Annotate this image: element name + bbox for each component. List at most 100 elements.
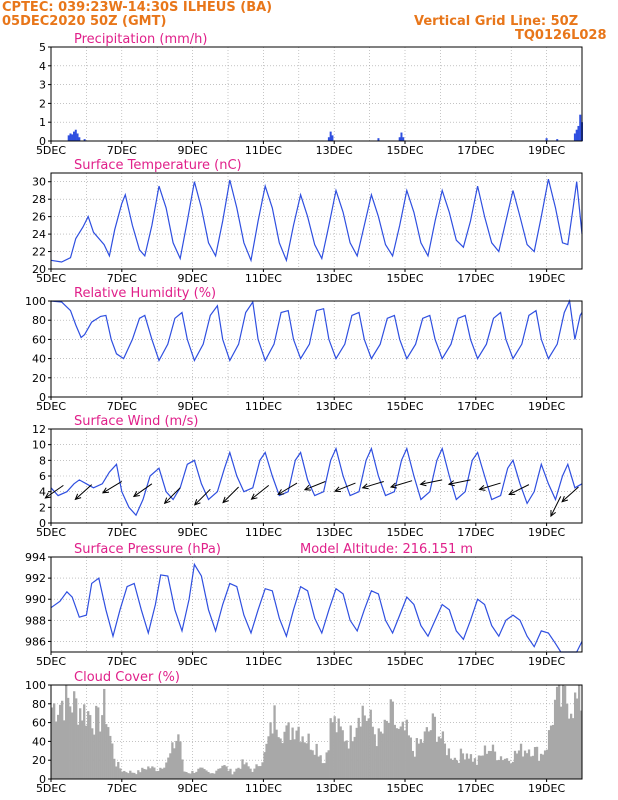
- x-tick-label: 17DEC: [457, 526, 494, 539]
- y-tick-label: 30: [32, 176, 46, 189]
- cloud-bar: [117, 761, 120, 779]
- y-tick-label: 20: [32, 754, 46, 767]
- wind-arrowhead: [389, 482, 398, 489]
- y-tick-label: 40: [32, 735, 46, 748]
- cloud-bar: [491, 744, 495, 779]
- y-tick-label: 0: [39, 391, 46, 404]
- cloud-bar: [63, 720, 66, 779]
- wind-vector: [133, 483, 153, 497]
- cloud-bar: [555, 686, 559, 779]
- cloud-bar: [501, 760, 505, 779]
- cloud-bar: [387, 722, 390, 779]
- cloud-bar: [435, 741, 439, 779]
- precip-bar: [400, 132, 403, 141]
- cloud-bar: [65, 685, 68, 779]
- cloud-bar: [423, 731, 427, 779]
- wind-arrowhead: [74, 493, 82, 501]
- cloud-bar: [263, 752, 266, 779]
- cloud-bar: [385, 720, 388, 779]
- x-tick-label: 13DEC: [316, 272, 353, 285]
- cloud-bar: [551, 724, 555, 779]
- x-tick-label: 13DEC: [316, 144, 353, 157]
- cloud-bar: [83, 704, 86, 779]
- cloud-bar: [507, 760, 511, 779]
- cloud-bar: [127, 773, 130, 779]
- cloud-bar: [159, 767, 162, 779]
- cloud-bar: [547, 730, 551, 779]
- precip-bar: [402, 137, 405, 141]
- cloud-bar: [193, 773, 196, 779]
- cloud-bar: [203, 769, 206, 779]
- wind-vector: [448, 479, 471, 485]
- cloud-bar: [211, 773, 214, 779]
- x-tick-label: 9DEC: [178, 655, 208, 668]
- cloud-bar: [125, 772, 128, 779]
- cloud-bar: [139, 772, 142, 779]
- wind-arrowhead: [250, 493, 258, 500]
- cloud-bar: [277, 737, 280, 779]
- cloud-bar: [295, 730, 298, 779]
- cloud-bar: [329, 718, 332, 779]
- precip-bar: [327, 137, 330, 141]
- cloud-bar: [229, 768, 232, 779]
- cloud-bar: [261, 762, 264, 779]
- cloud-bar: [323, 763, 326, 779]
- cloud-bar: [121, 771, 124, 779]
- cloud-bar: [563, 685, 567, 779]
- cloud-bar: [223, 765, 226, 779]
- cloud-bar: [411, 750, 414, 779]
- cloud-bar: [533, 747, 537, 779]
- cloud-bar: [285, 725, 288, 779]
- cloud-bar: [187, 773, 190, 779]
- panel-frame: [50, 46, 583, 142]
- cloud-bar: [313, 754, 316, 779]
- cloud-bar: [375, 746, 378, 779]
- x-tick-label: 5DEC: [36, 272, 66, 285]
- cloud-bar: [85, 725, 88, 779]
- cloud-bar: [213, 773, 216, 779]
- cloud-bar: [153, 767, 156, 779]
- y-tick-label: 6: [39, 470, 46, 483]
- cloud-bar: [539, 753, 543, 779]
- cloud-bar: [543, 750, 547, 779]
- cloud-bar: [541, 754, 545, 779]
- precip-bar: [67, 135, 70, 141]
- cloud-bar: [135, 774, 138, 779]
- precip-bar: [579, 114, 582, 141]
- y-tick-label: 10: [32, 439, 46, 452]
- wind-vector: [550, 496, 562, 517]
- y-tick-label: 60: [32, 717, 46, 730]
- series-line: [50, 298, 583, 363]
- x-tick-label: 7DEC: [107, 655, 137, 668]
- x-tick-label: 7DEC: [107, 526, 137, 539]
- cloud-bar: [73, 691, 76, 779]
- cloud-bar: [337, 718, 340, 779]
- cloud-bar: [457, 762, 461, 779]
- x-tick-label: 9DEC: [178, 272, 208, 285]
- x-tick-label: 7DEC: [107, 272, 137, 285]
- cloud-bar: [505, 758, 509, 779]
- cloud-bar: [443, 743, 447, 779]
- cloud-bar: [189, 773, 192, 779]
- x-tick-label: 19DEC: [528, 782, 565, 795]
- x-tick-label: 5DEC: [36, 782, 66, 795]
- cloud-bar: [461, 753, 465, 779]
- cloud-bar: [331, 722, 334, 779]
- cloud-bar: [239, 768, 242, 779]
- cloud-bar: [355, 727, 358, 779]
- cloud-bar: [577, 685, 581, 779]
- cloud-bar: [325, 752, 328, 779]
- y-tick-label: 3: [39, 79, 46, 92]
- cloud-bar: [69, 706, 72, 779]
- cloud-bar: [549, 725, 553, 779]
- x-tick-label: 17DEC: [457, 782, 494, 795]
- cloud-bar: [105, 724, 108, 779]
- y-tick-label: 0: [39, 773, 46, 786]
- cloud-bar: [275, 729, 278, 779]
- y-tick-label: 2: [39, 501, 46, 514]
- wind-vector: [164, 487, 181, 504]
- cloud-bar: [171, 742, 174, 779]
- cloud-bar: [489, 751, 493, 779]
- cloud-bar: [97, 707, 100, 779]
- cloud-bar: [155, 771, 158, 779]
